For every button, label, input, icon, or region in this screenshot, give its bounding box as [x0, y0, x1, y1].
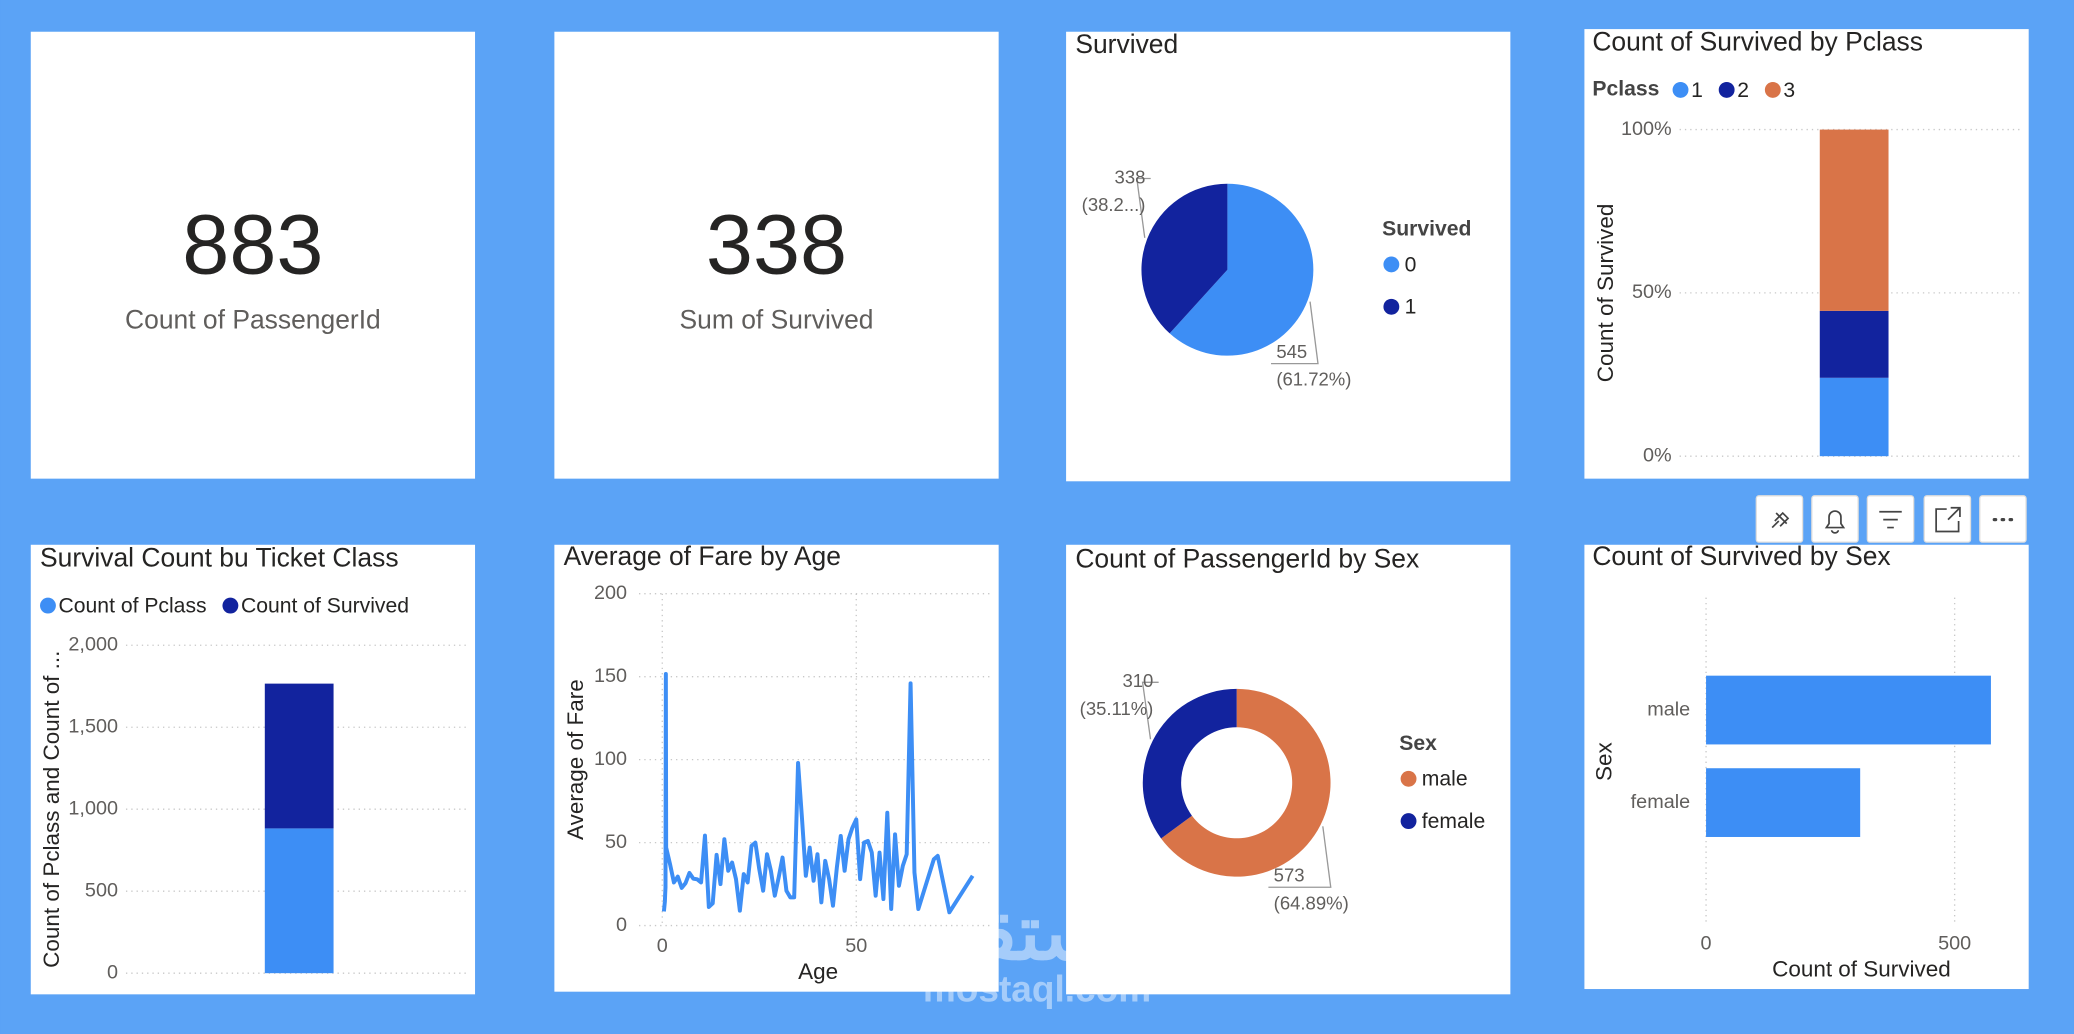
- legend-marker: [1672, 81, 1689, 98]
- bar-segment: [1819, 377, 1889, 457]
- bar-segment: [1819, 310, 1889, 378]
- bar: [1706, 675, 1991, 745]
- legend-marker: [1764, 81, 1781, 98]
- legend-label: 3: [1783, 79, 1795, 102]
- y-axis-title: Average of Fare: [563, 679, 588, 840]
- y-axis-title: Count of Pclass and Count of ...: [39, 651, 64, 968]
- x-tick-label: 0: [1701, 932, 1712, 954]
- legend-marker: [1400, 770, 1417, 787]
- data-label: 310: [1122, 670, 1153, 691]
- legend-label: female: [1422, 810, 1485, 833]
- chart-panel: [554, 544, 999, 992]
- chart-title: Survival Count bu Ticket Class: [40, 542, 399, 572]
- percent-label: (61.72%): [1276, 369, 1351, 390]
- focus-button[interactable]: [1923, 495, 1972, 543]
- y-tick-label: 200: [594, 582, 627, 604]
- pie-slice: [1141, 183, 1228, 334]
- legend-label: male: [1422, 768, 1468, 791]
- alert-button[interactable]: [1811, 495, 1859, 543]
- watermark: مستقل: [922, 891, 1152, 976]
- card-panel: [554, 31, 999, 479]
- filter-icon: [1879, 510, 1902, 529]
- pie-slice: [1169, 183, 1314, 356]
- y-tick-label: 500: [85, 879, 118, 901]
- y-axis-title: Count of Survived: [1593, 204, 1618, 383]
- chart-title: Average of Fare by Age: [564, 541, 841, 571]
- x-tick-label: 50: [845, 935, 867, 957]
- bar-segment: [1819, 129, 1889, 311]
- bar: [1706, 768, 1861, 837]
- chart-panel: [1066, 544, 1511, 995]
- chart-title: Count of Survived by Sex: [1592, 541, 1890, 571]
- leader-line: [1141, 681, 1159, 740]
- card-value: 883: [182, 197, 323, 292]
- legend-label: 1: [1405, 296, 1417, 319]
- watermark: mostaql.com: [923, 967, 1151, 1009]
- card-label: Sum of Survived: [680, 304, 874, 334]
- data-label: 573: [1274, 865, 1305, 886]
- y-tick-label: 0: [616, 914, 627, 936]
- legend-marker: [1400, 813, 1417, 830]
- pie-slice: [1161, 688, 1331, 877]
- legend-marker: [40, 597, 56, 614]
- chart-panel: [1584, 544, 2029, 990]
- legend-label: Count of Pclass: [59, 595, 207, 618]
- chart-panel: [30, 544, 476, 995]
- pin-button[interactable]: [1755, 495, 1804, 543]
- chart-title: Count of Survived by Pclass: [1592, 27, 1923, 57]
- legend-title: Sex: [1399, 732, 1437, 755]
- percent-label: (64.89%): [1274, 892, 1349, 913]
- legend-marker: [1718, 81, 1735, 98]
- card-label: Count of PassengerId: [125, 304, 381, 334]
- legend-label: Count of Survived: [241, 595, 409, 618]
- y-tick-label: 1,000: [68, 797, 118, 819]
- percent-label: (38.2...): [1082, 194, 1146, 215]
- data-label: 545: [1276, 341, 1307, 362]
- legend-marker: [1383, 298, 1400, 315]
- legend-marker: [222, 597, 239, 614]
- card-panel: [30, 31, 476, 479]
- visual-toolbar: [1755, 495, 2027, 543]
- y-tick-label: 0: [107, 961, 118, 983]
- y-tick-label: 1,500: [68, 715, 118, 737]
- y-tick-label: male: [1647, 698, 1690, 720]
- y-axis-title: Sex: [1592, 742, 1617, 781]
- leader-line: [1136, 177, 1151, 238]
- x-axis-title: Age: [798, 959, 838, 984]
- bell-icon: [1824, 510, 1846, 534]
- y-tick-label: 50: [605, 831, 627, 853]
- y-tick-label: 100%: [1621, 118, 1672, 140]
- chart-panel: [1584, 29, 2029, 479]
- y-tick-label: 2,000: [68, 633, 118, 655]
- y-tick-label: 0%: [1643, 444, 1672, 466]
- percent-label: (35.11%): [1080, 698, 1154, 719]
- legend-title: Survived: [1382, 218, 1471, 241]
- y-tick-label: 50%: [1632, 281, 1672, 303]
- line-series: [661, 672, 975, 915]
- legend-title: Pclass: [1592, 78, 1659, 101]
- y-tick-label: female: [1631, 791, 1691, 813]
- leader-line: [1268, 826, 1332, 888]
- bar-segment: [264, 683, 334, 829]
- x-axis-title: Count of Survived: [1772, 956, 1951, 981]
- legend-marker: [1383, 256, 1400, 273]
- chart-title: Count of PassengerId by Sex: [1075, 544, 1419, 574]
- x-tick-label: 0: [657, 935, 668, 957]
- leader-line: [1271, 301, 1319, 365]
- legend-label: 0: [1405, 253, 1417, 276]
- x-tick-label: 500: [1938, 932, 1971, 954]
- pie-slice: [1142, 688, 1237, 839]
- card-value: 338: [706, 197, 847, 292]
- data-label: 338: [1115, 166, 1146, 187]
- pin-icon: [1771, 511, 1790, 529]
- legend-label: 1: [1691, 79, 1703, 102]
- chart-title: Survived: [1075, 29, 1178, 59]
- bar-segment: [264, 828, 334, 974]
- focus-icon: [1935, 506, 1961, 533]
- legend-label: 2: [1737, 79, 1749, 102]
- y-tick-label: 150: [594, 665, 627, 687]
- y-tick-label: 100: [594, 748, 627, 770]
